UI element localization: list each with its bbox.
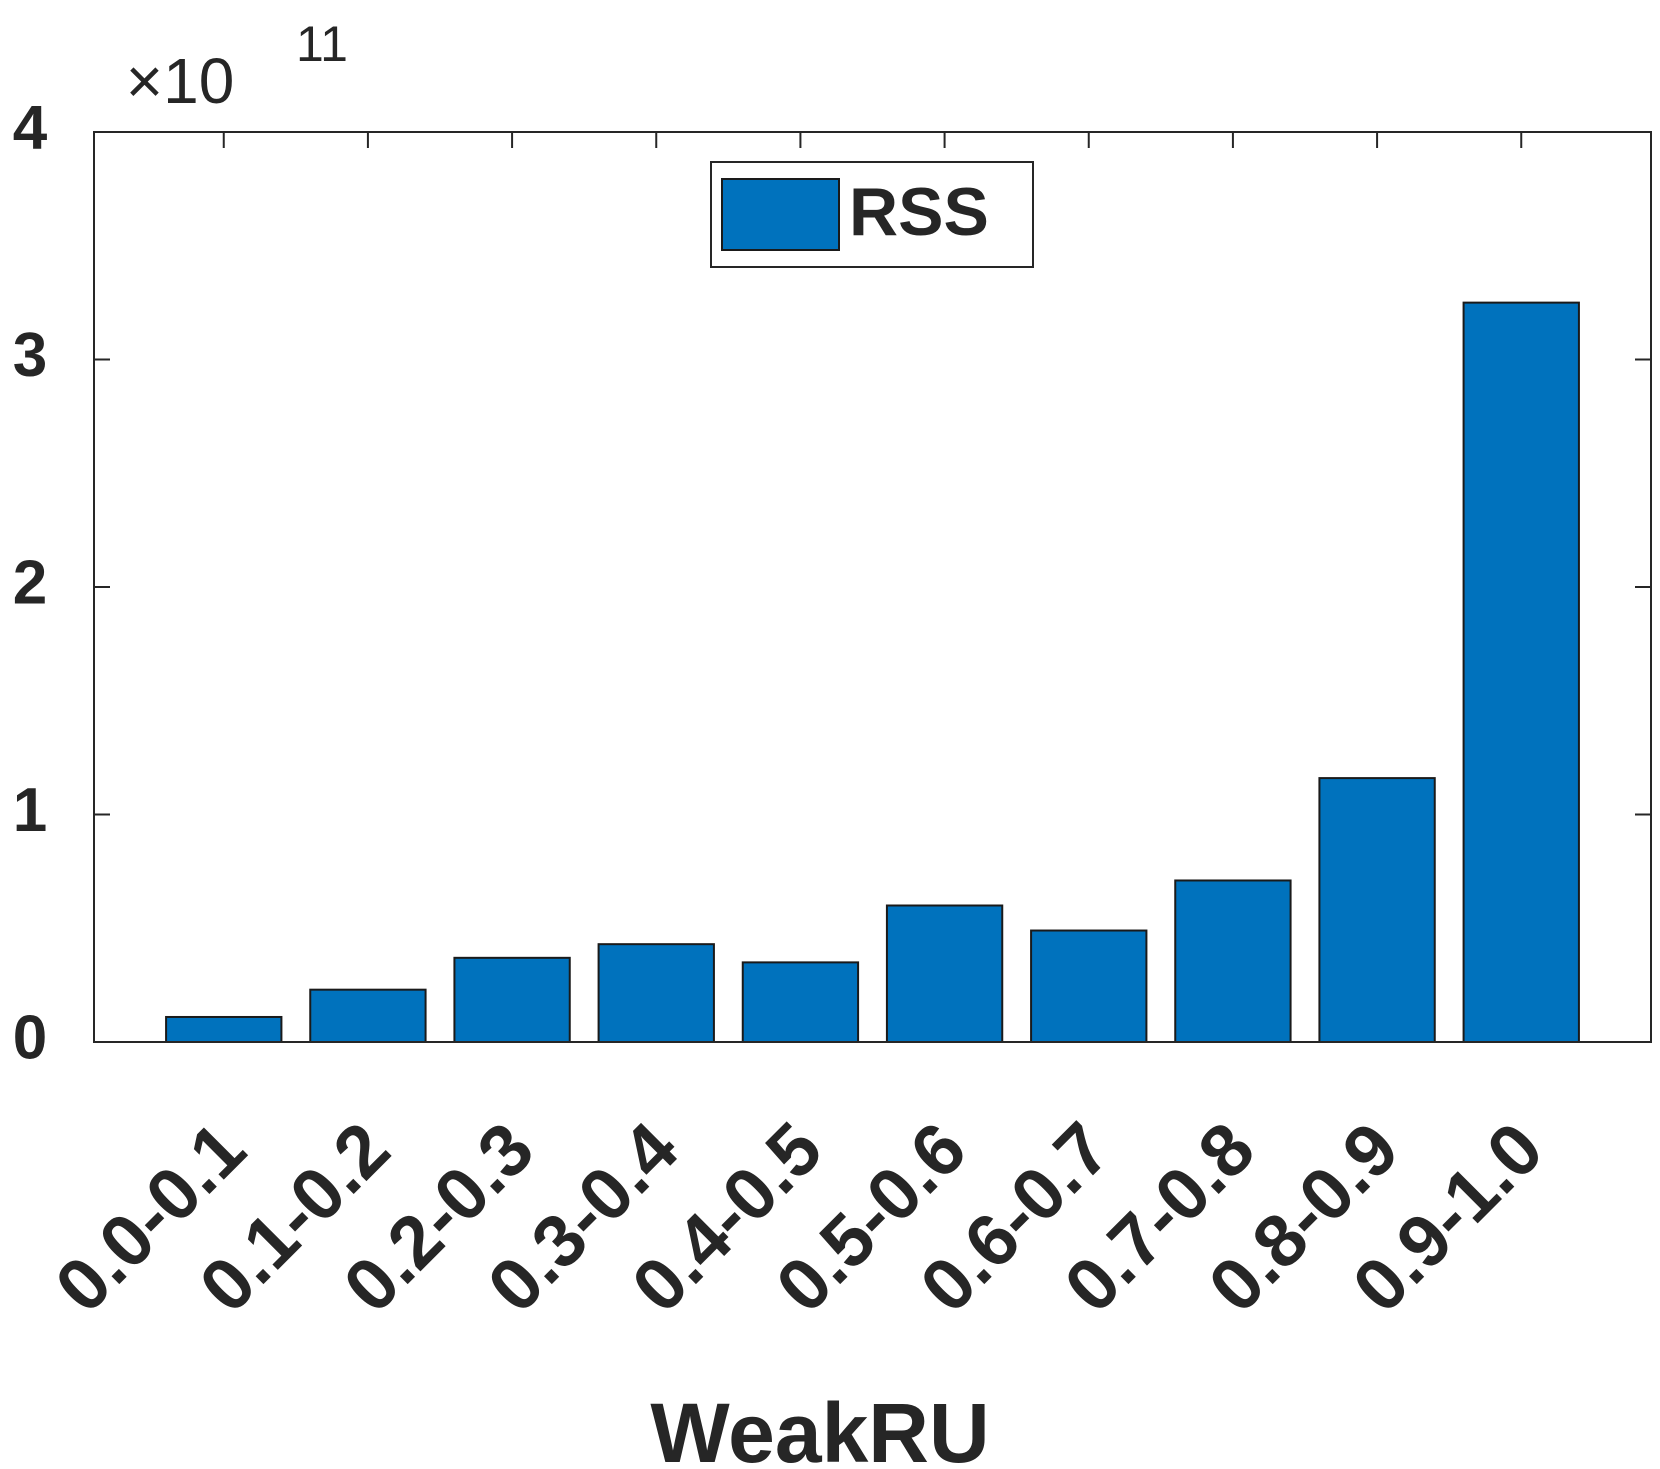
legend-label: RSS — [849, 174, 989, 250]
bar — [1030, 929, 1148, 1044]
plot-frame — [93, 131, 1652, 1043]
bar — [165, 1015, 283, 1043]
bar — [885, 904, 1004, 1043]
y-tick-label: 3 — [13, 321, 47, 390]
bar — [741, 961, 860, 1043]
y-tick-label: 1 — [13, 776, 47, 845]
bar — [453, 956, 571, 1044]
bar — [1318, 777, 1436, 1043]
y-exponent: 11 — [296, 16, 348, 72]
bar — [597, 943, 715, 1043]
y-tick-label: 4 — [13, 93, 48, 162]
x-axis-label: WeakRU — [650, 1386, 989, 1469]
bar — [309, 988, 427, 1043]
y-tick-label: 2 — [13, 548, 47, 617]
bar — [1462, 301, 1580, 1043]
y-tick-label: 0 — [13, 1003, 47, 1072]
y-multiplier: ×10 — [126, 45, 235, 117]
bar — [1174, 879, 1292, 1043]
legend-swatch — [721, 178, 840, 251]
